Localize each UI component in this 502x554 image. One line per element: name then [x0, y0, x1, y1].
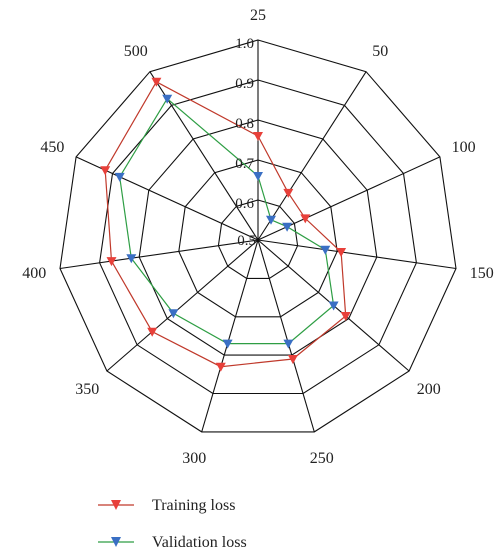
series-0	[100, 77, 351, 372]
axis-label-100: 100	[452, 139, 476, 156]
series-0-point-100	[300, 214, 311, 224]
series-0-point-400	[106, 257, 117, 267]
grid-ring-2	[178, 159, 338, 318]
grid-ring-1	[217, 199, 299, 279]
axis-label-50: 50	[372, 43, 388, 60]
axis-label-350: 350	[75, 381, 99, 398]
axis-label-400: 400	[22, 265, 46, 282]
series-1-point-250	[283, 339, 294, 349]
ring-label-0.7: 0.7	[235, 156, 254, 172]
series-1-point-300	[222, 339, 233, 349]
axis-label-450: 450	[40, 139, 64, 156]
axis-label-150: 150	[470, 265, 494, 282]
radar-series	[100, 77, 351, 372]
legend-item-validation: Validation loss	[98, 534, 247, 551]
series-1-point-50	[266, 215, 276, 225]
series-0-point-250	[287, 355, 298, 364]
series-1-point-200	[328, 301, 339, 311]
series-0-point-150	[336, 248, 347, 257]
legend: Training loss Validation loss	[98, 497, 247, 551]
ring-label-0.9: 0.9	[235, 76, 254, 92]
axis-label-250: 250	[310, 450, 334, 467]
radar-labels: 25 50 100 150 200 250 300 350 400 450 500 0.5 0.6 0.7…	[22, 7, 493, 467]
series-line-1	[119, 97, 335, 345]
series-0-point-50	[283, 188, 294, 198]
series-1-point-350	[168, 309, 179, 319]
series-1-point-450	[114, 172, 125, 182]
grid-spoke-6	[201, 239, 259, 433]
axis-label-500: 500	[124, 43, 148, 60]
legend-item-training: Training loss	[98, 497, 235, 514]
grid-spoke-7	[106, 239, 259, 372]
radar-grid	[59, 39, 457, 433]
grid-spoke-8	[59, 239, 259, 270]
ring-label-0.5: 0.5	[237, 233, 256, 249]
series-1-point-400	[126, 254, 137, 264]
legend-label-training: Training loss	[152, 497, 235, 514]
grid-ring-4	[99, 79, 417, 395]
grid-spoke-3	[257, 239, 457, 270]
series-0-point-25	[253, 132, 263, 141]
series-line-0	[104, 80, 347, 368]
grid-ring-5	[59, 39, 457, 433]
ring-label-0.8: 0.8	[235, 116, 254, 132]
legend-label-validation: Validation loss	[152, 534, 247, 551]
series-1-point-25	[253, 172, 263, 181]
series-1-point-150	[320, 245, 331, 255]
axis-label-300: 300	[182, 450, 206, 467]
axis-label-25: 25	[250, 7, 266, 24]
series-0-point-200	[340, 312, 351, 321]
grid-spoke-5	[257, 239, 315, 433]
series-0-point-450	[100, 166, 111, 176]
legend-marker-training	[111, 500, 121, 510]
series-0-point-350	[147, 327, 158, 337]
series-1-point-500	[162, 94, 173, 104]
series-1	[114, 94, 339, 349]
grid-ring-3	[138, 119, 378, 356]
ring-label-1.0: 1.0	[235, 36, 254, 52]
ring-label-0.6: 0.6	[235, 196, 254, 212]
series-0-point-300	[215, 362, 226, 372]
axis-label-200: 200	[417, 381, 441, 398]
legend-marker-validation	[111, 537, 121, 547]
series-0-point-500	[151, 77, 162, 87]
grid-spoke-1	[257, 71, 367, 241]
series-1-point-100	[282, 222, 293, 232]
